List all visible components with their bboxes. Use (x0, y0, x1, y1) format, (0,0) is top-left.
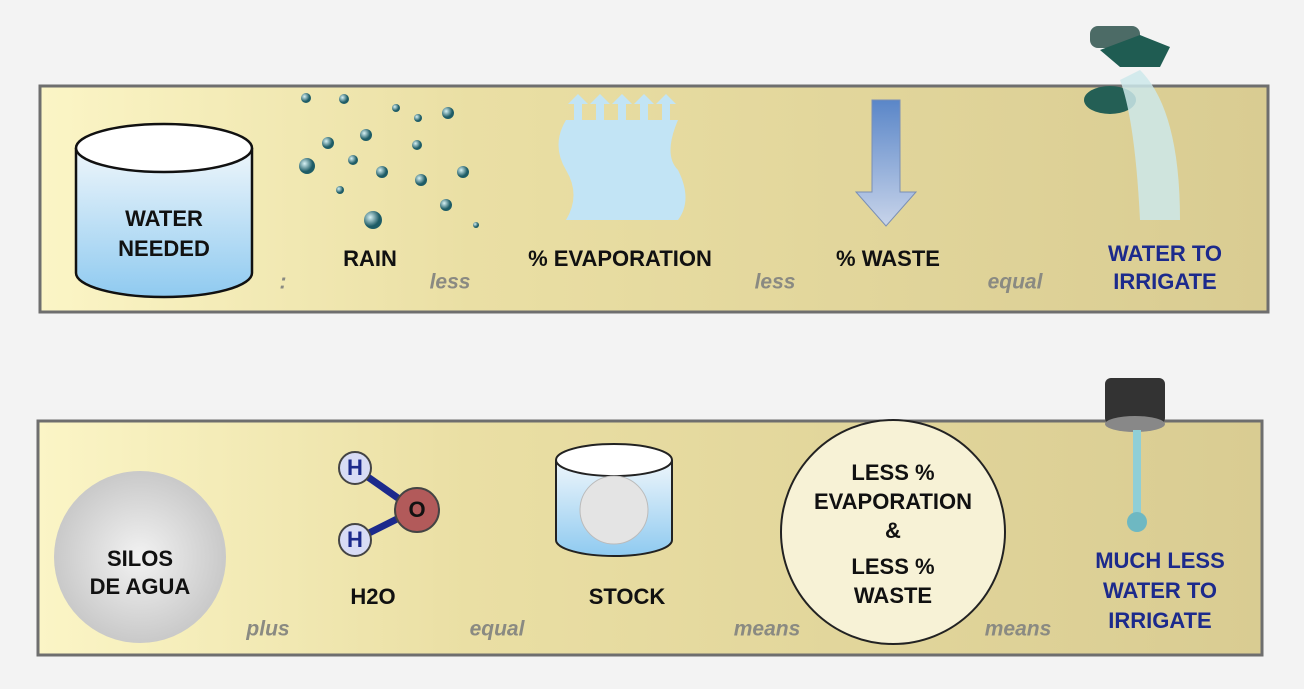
operator: less (430, 271, 471, 294)
atom-label: H (347, 527, 363, 552)
item-label: DE AGUA (90, 574, 191, 599)
item-label: WATER TO (1103, 578, 1217, 603)
item-label: IRRIGATE (1113, 269, 1216, 294)
tap-icon (1084, 26, 1180, 220)
operator: means (985, 618, 1052, 641)
operator: plus (245, 618, 289, 641)
item-label: LESS % (851, 554, 934, 579)
operator: less (755, 271, 796, 294)
operator: : (280, 271, 287, 294)
rain-icon (299, 93, 479, 229)
faucet-icon (1105, 378, 1165, 532)
item-label: WASTE (854, 583, 932, 608)
item-label: MUCH LESS (1095, 548, 1225, 573)
item-label: % WASTE (836, 246, 940, 271)
item-label: H2O (350, 584, 395, 609)
waste-arrow (854, 99, 918, 227)
item-label: LESS % (851, 460, 934, 485)
atom-label: H (347, 455, 363, 480)
item-label: WATER TO (1108, 241, 1222, 266)
operator: means (734, 618, 801, 641)
atom-label: O (408, 497, 425, 522)
item-label: WATER (125, 206, 203, 231)
silos-icon (54, 471, 226, 643)
item-label: IRRIGATE (1108, 608, 1211, 633)
result-circle (780, 419, 1006, 645)
item-label: STOCK (589, 584, 666, 609)
item-label: NEEDED (118, 236, 210, 261)
molecule-icon (338, 451, 440, 557)
operator: equal (470, 618, 526, 641)
item-label: EVAPORATION (814, 489, 972, 514)
item-label: RAIN (343, 246, 397, 271)
tank-icon (74, 122, 254, 299)
stock-icon (555, 443, 673, 557)
item-label: SILOS (107, 546, 173, 571)
operator: equal (988, 271, 1044, 294)
item-label: % EVAPORATION (528, 246, 712, 271)
item-label: & (885, 518, 901, 543)
evaporation-icon (558, 94, 686, 220)
